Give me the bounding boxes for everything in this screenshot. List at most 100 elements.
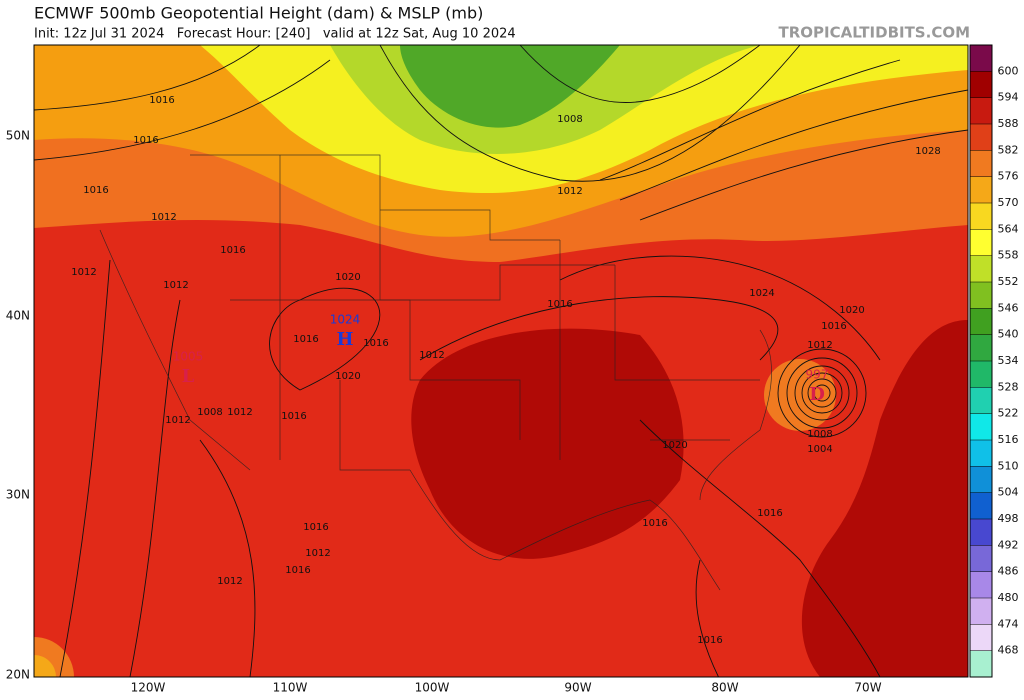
lat-label: 50N [6,129,30,143]
lon-label: 90W [564,681,591,695]
colorbar-label: 600 [998,64,1019,77]
colorbar-label: 582 [998,143,1019,156]
colorbar-swatch [970,624,992,651]
colorbar-label: 534 [998,354,1019,367]
colorbar-swatch [970,440,992,467]
isobar-label: 1016 [303,522,328,533]
isobar-label: 1016 [220,245,245,256]
colorbar-label: 516 [998,433,1019,446]
isobar-label: 1016 [363,338,388,349]
isobar-label: 1016 [281,411,306,422]
isobar-label: 1016 [821,321,846,332]
title: ECMWF 500mb Geopotential Height (dam) & … [34,4,483,23]
colorbar-swatch [970,150,992,177]
colorbar-swatch [970,413,992,441]
isobar-label: 1012 [217,576,242,587]
isobar-label: 1016 [149,95,174,106]
colorbar-label: 540 [998,328,1019,341]
isobar-label: 1016 [293,334,318,345]
isobar-label: 1020 [839,305,864,316]
colorbar-label: 504 [998,486,1019,499]
lon-label: 110W [273,681,308,695]
colorbar-label: 474 [998,617,1019,630]
isobar-label: 1008 [807,429,832,440]
isobar-label: 1016 [83,185,108,196]
colorbar-label: 564 [998,222,1019,235]
colorbar-label: 480 [998,591,1019,604]
colorbar-swatch [970,203,992,230]
colorbar-swatch [970,255,992,283]
lon-label: 100W [415,681,450,695]
isobar-label: 1012 [165,415,190,426]
lon-label: 70W [854,681,881,695]
colorbar-label: 522 [998,407,1019,420]
map-frame [33,44,969,678]
colorbar-swatch [970,519,992,546]
colorbar-swatch [970,598,992,625]
isobar-label: 1012 [163,280,188,291]
colorbar-swatch [970,45,992,72]
isobar-label: 1012 [71,267,96,278]
map [34,45,968,677]
lat-label: 40N [6,309,30,323]
colorbar-swatch [970,124,992,151]
colorbar-swatch [970,361,992,388]
isobar-label: 1012 [227,407,252,418]
isobar-label: 1016 [642,518,667,529]
colorbar-label: 576 [998,170,1019,183]
subtitle: Init: 12z Jul 31 2024 Forecast Hour: [24… [34,27,516,42]
colorbar-swatch [970,97,992,125]
isobar-label: 1024 [749,288,774,299]
isobar-label: 1020 [335,272,360,283]
brand: TROPICALTIDBITS.COM [779,24,971,42]
colorbar-swatch [970,387,992,414]
isobar-label: 1016 [547,299,572,310]
colorbar-swatch [970,308,992,335]
colorbar-label: 528 [998,380,1019,393]
center-pressure: 1024 [330,313,361,327]
lat-label: 30N [6,488,30,502]
lon-label: 80W [711,681,738,695]
isobar-label: 1012 [419,350,444,361]
isobar-label: 1020 [662,440,687,451]
isobar-label: 1016 [697,635,722,646]
isobar-label: 1016 [133,135,158,146]
colorbar-label: 510 [998,459,1019,472]
center-symbol: L [182,366,195,387]
colorbar: 600 594 588 582 576 570 564 558 552 546 540 534 528 5… [969,44,1019,678]
colorbar-label: 492 [998,538,1019,551]
colorbar-swatch [970,282,992,309]
colorbar-label: 468 [998,644,1019,657]
colorbar-label: 588 [998,117,1019,130]
colorbar-swatch [970,466,992,493]
center-pressure: 1005 [173,350,204,364]
colorbar-label: 558 [998,249,1019,262]
center-symbol: H [336,329,353,350]
colorbar-swatch [970,545,992,572]
colorbar-swatch [970,229,992,256]
isobar-label: 1012 [151,212,176,223]
colorbar-swatch [970,492,992,520]
center-pressure: 997 [806,368,829,382]
isobar-label: 1028 [915,146,940,157]
colorbar-label: 486 [998,565,1019,578]
colorbar-label: 552 [998,275,1019,288]
isobar-label: 1016 [285,565,310,576]
colorbar-label: 594 [998,91,1019,104]
colorbar-swatch [970,334,992,362]
isobar-label: 1020 [335,371,360,382]
colorbar-label: 546 [998,301,1019,314]
colorbar-swatch [970,71,992,98]
isobar-label: 1012 [557,186,582,197]
isobar-label: 1008 [197,407,222,418]
isobar-label: 1004 [807,444,832,455]
isobar-label: 1012 [807,340,832,351]
isobar-label: 1008 [557,114,582,125]
colorbar-swatch [970,176,992,204]
center-symbol: D [809,384,825,405]
isobar-label: 1012 [305,548,330,559]
lat-label: 20N [6,668,30,682]
colorbar-label: 570 [998,196,1019,209]
